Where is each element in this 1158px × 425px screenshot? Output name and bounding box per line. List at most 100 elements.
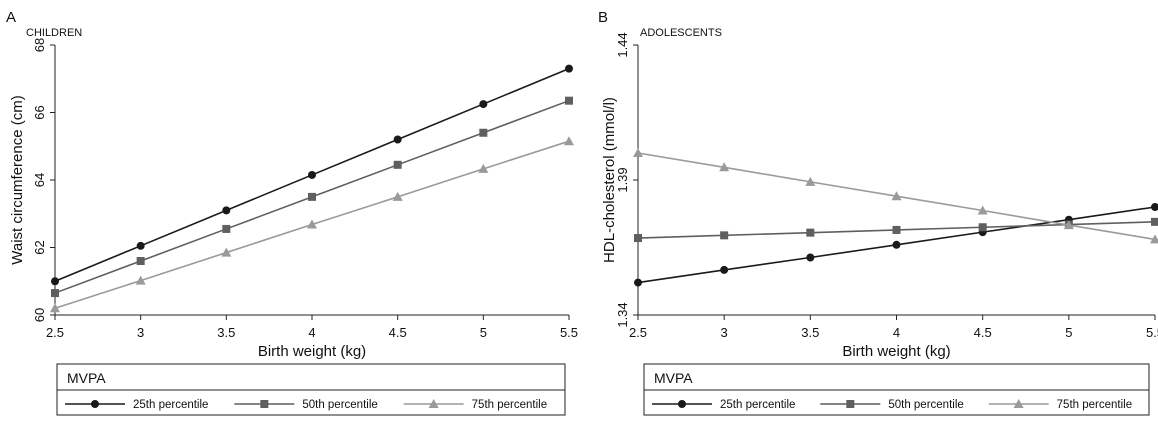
x-tick-label: 3 (721, 325, 728, 340)
x-tick-label: 5 (1065, 325, 1072, 340)
data-point (393, 135, 402, 144)
data-point (892, 240, 901, 249)
x-tick-label: 4.5 (389, 325, 407, 340)
legend-marker (678, 400, 686, 408)
data-point (1151, 217, 1158, 226)
data-point (891, 191, 902, 201)
y-tick-label: 66 (32, 105, 47, 119)
data-point (1063, 220, 1074, 230)
y-axis-title: HDL-cholesterol (mmol/l) (601, 97, 618, 263)
y-tick-label: 68 (32, 38, 47, 52)
y-tick-label: 64 (32, 173, 47, 187)
legend-label: 75th percentile (472, 399, 547, 411)
panel-b: B ADOLESCENTS 2.5 3 3.5 4 4.5 5 5.5 1.34 1.39 1.44 B… (598, 9, 1158, 416)
legend-label: 25th percentile (720, 399, 795, 411)
y-tick-label: 62 (32, 240, 47, 254)
data-point (564, 136, 574, 146)
x-tick-label: 5.5 (560, 325, 578, 340)
x-tick-label: 5.5 (1146, 325, 1158, 340)
x-tick-label: 4.5 (974, 325, 992, 340)
data-point (135, 275, 146, 285)
data-point (478, 163, 489, 173)
data-point (479, 128, 488, 137)
x-tick-label: 5 (480, 325, 487, 340)
panel-subtitle: CHILDREN (26, 27, 82, 39)
data-point (565, 64, 573, 73)
data-point (565, 96, 573, 105)
legend: MVPA 25th percentile 50th percentile 75th p… (56, 363, 566, 416)
legend-label: 25th percentile (133, 399, 208, 411)
data-point (977, 205, 988, 215)
data-point (308, 192, 316, 201)
data-point (136, 241, 145, 250)
data-point (392, 191, 403, 201)
x-axis-title: Birth weight (kg) (258, 343, 366, 360)
legend-item: 50th percentile (820, 399, 964, 411)
y-tick-label: 1.44 (615, 32, 630, 57)
legend-marker (428, 399, 439, 408)
data-point (633, 148, 643, 157)
legend-item: 75th percentile (403, 399, 547, 411)
legend: MVPA 25th percentile 50th percentile 75th p… (643, 363, 1150, 416)
x-tick-label: 3.5 (801, 325, 819, 340)
data-point (221, 247, 232, 257)
series-1 (634, 203, 1158, 287)
legend-item: 25th percentile (65, 399, 208, 411)
legend-item: 50th percentile (234, 399, 378, 411)
series-1 (51, 64, 573, 286)
series-2 (51, 96, 573, 298)
data-point (805, 176, 816, 186)
data-point (634, 234, 642, 243)
data-point (393, 160, 402, 169)
legend-title: MVPA (67, 370, 106, 386)
panel-a: A CHILDREN 2.5 3 3.5 4 4.5 5 5.5 60 62 64 66 68 Birth … (6, 9, 578, 416)
x-axis-title: Birth weight (kg) (842, 343, 950, 360)
data-point (307, 219, 317, 229)
legend-item: 25th percentile (652, 399, 795, 411)
legend-label: 50th percentile (888, 399, 963, 411)
data-point (720, 265, 729, 274)
y-tick-label: 60 (32, 308, 47, 322)
data-point (892, 225, 901, 234)
data-point (136, 257, 145, 265)
x-tick-label: 4 (308, 325, 315, 340)
data-point (308, 170, 316, 179)
y-tick-label: 1.34 (615, 302, 630, 327)
legend-marker (846, 400, 855, 408)
legend-marker (91, 400, 99, 408)
series-2 (634, 217, 1158, 243)
data-point (50, 303, 60, 313)
panel-label: A (6, 9, 16, 26)
legend-marker (260, 400, 269, 408)
data-point (634, 278, 642, 287)
data-point (1150, 234, 1158, 244)
legend-label: 50th percentile (302, 399, 377, 411)
x-tick-label: 3.5 (217, 325, 235, 340)
panel-subtitle: ADOLESCENTS (640, 27, 722, 39)
data-point (222, 206, 231, 215)
x-tick-label: 4 (893, 325, 900, 340)
series-3 (50, 136, 574, 313)
data-point (719, 162, 730, 172)
data-point (720, 231, 729, 240)
y-axis-title: Waist circumference (cm) (9, 95, 26, 264)
data-point (479, 100, 488, 109)
x-tick-label: 3 (137, 325, 144, 340)
data-point (1151, 203, 1158, 211)
series-3 (633, 148, 1158, 244)
y-tick-label: 1.39 (615, 167, 630, 192)
data-point (51, 289, 59, 298)
legend-item: 75th percentile (988, 399, 1132, 411)
data-point (222, 224, 231, 233)
legend-label: 75th percentile (1057, 399, 1132, 411)
x-tick-label: 2.5 (46, 325, 64, 340)
panel-label: B (598, 9, 608, 26)
legend-title: MVPA (654, 370, 693, 386)
data-point (806, 253, 815, 262)
data-point (51, 277, 59, 286)
data-point (806, 228, 815, 237)
legend-marker (1013, 399, 1024, 408)
x-tick-label: 2.5 (629, 325, 647, 340)
